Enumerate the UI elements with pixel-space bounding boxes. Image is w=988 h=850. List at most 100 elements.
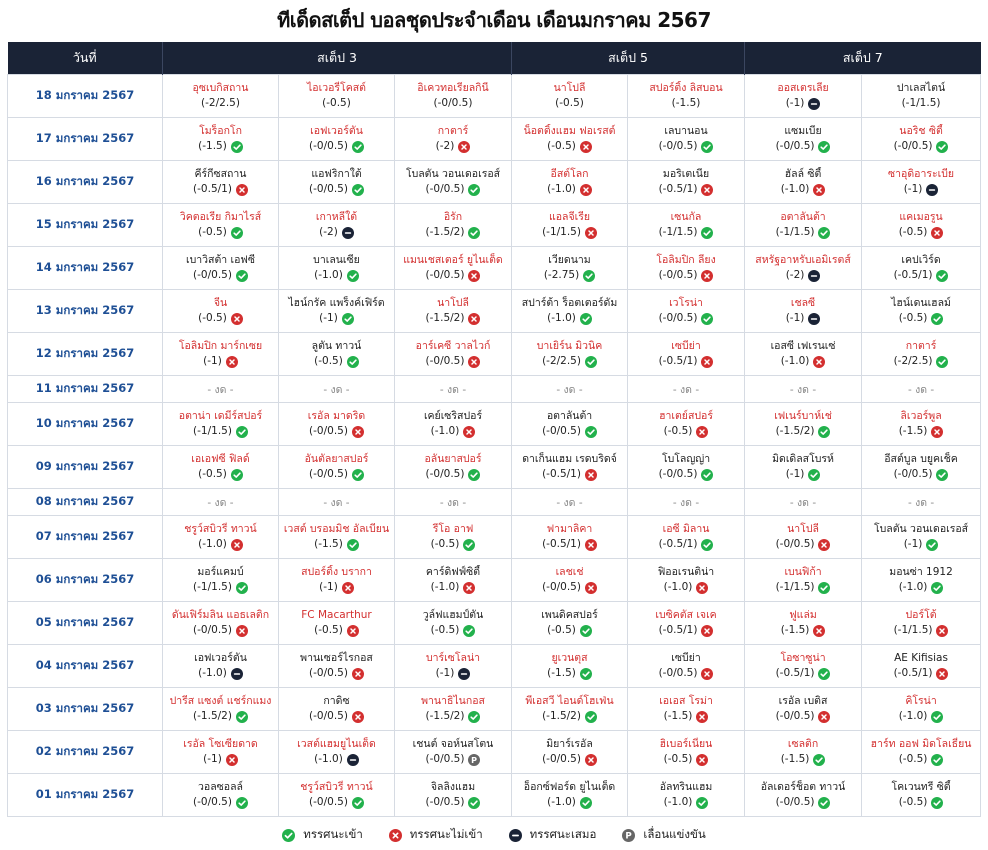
team-name[interactable]: ฮิเบอร์เนี่ยน [659, 738, 713, 750]
team-name[interactable]: เรอัล โซเซียดาด [183, 738, 258, 750]
team-name[interactable]: มอริเตเนีย [662, 168, 710, 180]
team-name[interactable]: อีสต์โลก [550, 168, 589, 180]
team-name[interactable]: สปาร์ต้า ร็อตเตอร์ดัม [521, 297, 618, 309]
team-name[interactable]: อลันยาสปอร์ [424, 453, 482, 465]
team-name[interactable]: โคเวนทรี ซิตี้ [891, 781, 951, 793]
team-name[interactable]: ปารีส แซงต์ แชร์กแมง [169, 695, 272, 707]
team-name[interactable]: เลบานอน [664, 125, 708, 137]
team-name[interactable]: เบนฟิก้า [784, 566, 822, 578]
team-name[interactable]: เอเอฟซี ฟิลด์ [191, 453, 250, 465]
team-name[interactable]: แซมเบีย [784, 125, 822, 137]
team-name[interactable]: เอสซี เฟเรนเซ่ [770, 340, 836, 352]
team-name[interactable]: บาเยิร์น มิวนิค [536, 340, 603, 352]
team-name[interactable]: นาโปลี [437, 297, 469, 309]
team-name[interactable]: เบาวิสต้า เอฟซี [186, 254, 255, 266]
team-name[interactable]: ฟิออเรนติน่า [657, 566, 715, 578]
team-name[interactable]: FC Macarthur [301, 609, 372, 621]
team-name[interactable]: ปอร์โต้ [905, 609, 937, 621]
team-name[interactable]: เซนกัล [670, 211, 702, 223]
team-name[interactable]: บาร์เซโลน่า [425, 652, 481, 664]
team-name[interactable]: แอลจีเรีย [548, 211, 591, 223]
team-name[interactable]: เคปเวิร์ด [901, 254, 941, 266]
team-name[interactable]: พานาธิไนกอส [421, 695, 485, 707]
team-name[interactable]: เวสต์แฮมยูไนเต็ด [297, 738, 376, 750]
team-name[interactable]: แอฟริกาใต้ [311, 168, 362, 180]
team-name[interactable]: มิดเดิลสโบรห์ [772, 453, 834, 465]
team-name[interactable]: โอลิมปิก มาร์กเซย [178, 340, 263, 352]
team-name[interactable]: ฮัลล์ ซิตี้ [784, 168, 822, 180]
team-name[interactable]: เอเอส โรม่า [659, 695, 713, 707]
team-name[interactable]: เบซิคตัส เจเค [655, 609, 717, 621]
team-name[interactable]: วอลซอลล์ [198, 781, 243, 793]
team-name[interactable]: เคย์เซริสปอร์ [423, 410, 483, 422]
team-name[interactable]: ฮาเตย์สปอร์ [659, 410, 713, 422]
team-name[interactable]: พีเอสวี ไอนด์โฮเฟ่น [525, 695, 614, 707]
team-name[interactable]: ดาเก็นแฮม เรดบริดจ์ [522, 453, 617, 465]
team-name[interactable]: คีร์กีซสถาน [194, 168, 247, 180]
team-name[interactable]: เพนดิคสปอร์ [541, 609, 598, 621]
team-name[interactable]: เรอัล เบติส [778, 695, 828, 707]
team-name[interactable]: ไฮน์เดนเฮลม์ [891, 297, 951, 309]
team-name[interactable]: อตาน่า เดมีร์สปอร์ [178, 410, 263, 422]
team-name[interactable]: เอฟเวอร์ตัน [194, 652, 247, 664]
team-name[interactable]: วูล์ฟแฮมป์ตัน [422, 609, 484, 621]
team-name[interactable]: ออสเตรเลีย [777, 82, 829, 94]
team-name[interactable]: อิรัก [443, 211, 463, 223]
team-name[interactable]: โมร็อกโก [199, 125, 242, 137]
team-name[interactable]: โบโลญญ่า [661, 453, 711, 465]
team-name[interactable]: ดันเฟิร์มลิน แอธเลติก [171, 609, 270, 621]
team-name[interactable]: อันตัลยาสปอร์ [304, 453, 369, 465]
team-name[interactable]: ปาเลสไตน์ [896, 82, 946, 94]
team-name[interactable]: สปอร์ติ้ง บรากา [301, 566, 372, 578]
team-name[interactable]: นอริช ซิตี้ [899, 125, 943, 137]
team-name[interactable]: ซาอุดิอาระเบีย [888, 168, 955, 180]
team-name[interactable]: อัลทรินแฮม [659, 781, 713, 793]
team-name[interactable]: คิโรน่า [905, 695, 937, 707]
team-name[interactable]: จิลลิงแฮม [430, 781, 476, 793]
team-name[interactable]: มอนซ่า 1912 [889, 566, 953, 578]
team-name[interactable]: อาร์เคซี วาลไวก์ [415, 340, 491, 352]
team-name[interactable]: อัลเดอร์ช็อต ทาวน์ [760, 781, 846, 793]
team-name[interactable]: วิคตอเรีย กิมาไรส์ [179, 211, 262, 223]
team-name[interactable]: รีโอ อาฟ [432, 523, 474, 535]
team-name[interactable]: โอลิมปิก ลียง [656, 254, 716, 266]
team-name[interactable]: ฟูแล่ม [789, 609, 817, 621]
team-name[interactable]: เลชเช่ [555, 566, 584, 578]
team-name[interactable]: เรอัล มาดริด [307, 410, 366, 422]
team-name[interactable]: อิเควทอเรียลกินี [417, 82, 489, 94]
team-name[interactable]: อุซเบกิสถาน [192, 82, 249, 94]
team-name[interactable]: โอซาซูน่า [780, 652, 826, 664]
team-name[interactable]: นาโปลี [787, 523, 819, 535]
team-name[interactable]: ฮาร์ท ออฟ มิดโลเธี่ยน [870, 738, 972, 750]
team-name[interactable]: มอร์แคมบ์ [197, 566, 244, 578]
team-name[interactable]: ชรูว์สบิวรี่ ทาวน์ [184, 523, 257, 535]
team-name[interactable]: อีสต์บูล บยูคเช็ค [884, 453, 958, 465]
team-name[interactable]: นาโปลี [553, 82, 586, 94]
team-name[interactable]: กาดิซ [323, 695, 350, 707]
team-name[interactable]: จีน [213, 297, 228, 309]
team-name[interactable]: ไอเวอรี่โคสต์ [307, 82, 366, 94]
team-name[interactable]: ฟามาลิคา [546, 523, 593, 535]
team-name[interactable]: พานเซอร์ไรกอส [300, 652, 373, 664]
team-name[interactable]: เซบีย่า [671, 340, 701, 352]
team-name[interactable]: เอซี มิลาน [662, 523, 710, 535]
team-name[interactable]: เวียดนาม [548, 254, 591, 266]
team-name[interactable]: คาร์ดิฟฟ์ซิตี้ [425, 566, 481, 578]
team-name[interactable]: เชนต์ จอห์นสโตน [412, 738, 494, 750]
team-name[interactable]: ยูเวนตุส [551, 652, 588, 664]
team-name[interactable]: อตาลันต้า [780, 211, 826, 223]
team-name[interactable]: แคเมอรูน [899, 211, 943, 223]
team-name[interactable]: เชลซี [790, 297, 816, 309]
team-name[interactable]: สปอร์ติ้ง ลิสบอน [649, 82, 723, 94]
team-name[interactable]: เวโรน่า [669, 297, 703, 309]
team-name[interactable]: เอฟเวอร์ตัน [310, 125, 363, 137]
team-name[interactable]: โบลตัน วอนเดอเรอส์ [405, 168, 501, 180]
team-name[interactable]: เฟเนร์บาห์เช่ [774, 410, 832, 422]
team-name[interactable]: น็อตติ้งแฮม ฟอเรสต์ [523, 125, 616, 137]
team-name[interactable]: อตาลันต้า [546, 410, 593, 422]
team-name[interactable]: เวสต์ บรอมมิช อัลเบียน [283, 523, 390, 535]
team-name[interactable]: เซลติก [787, 738, 819, 750]
team-name[interactable]: เกาหลีใต้ [315, 211, 358, 223]
team-name[interactable]: สหรัฐอาหรับเอมิเรตส์ [755, 254, 851, 266]
team-name[interactable]: บาเลนเซีย [313, 254, 360, 266]
